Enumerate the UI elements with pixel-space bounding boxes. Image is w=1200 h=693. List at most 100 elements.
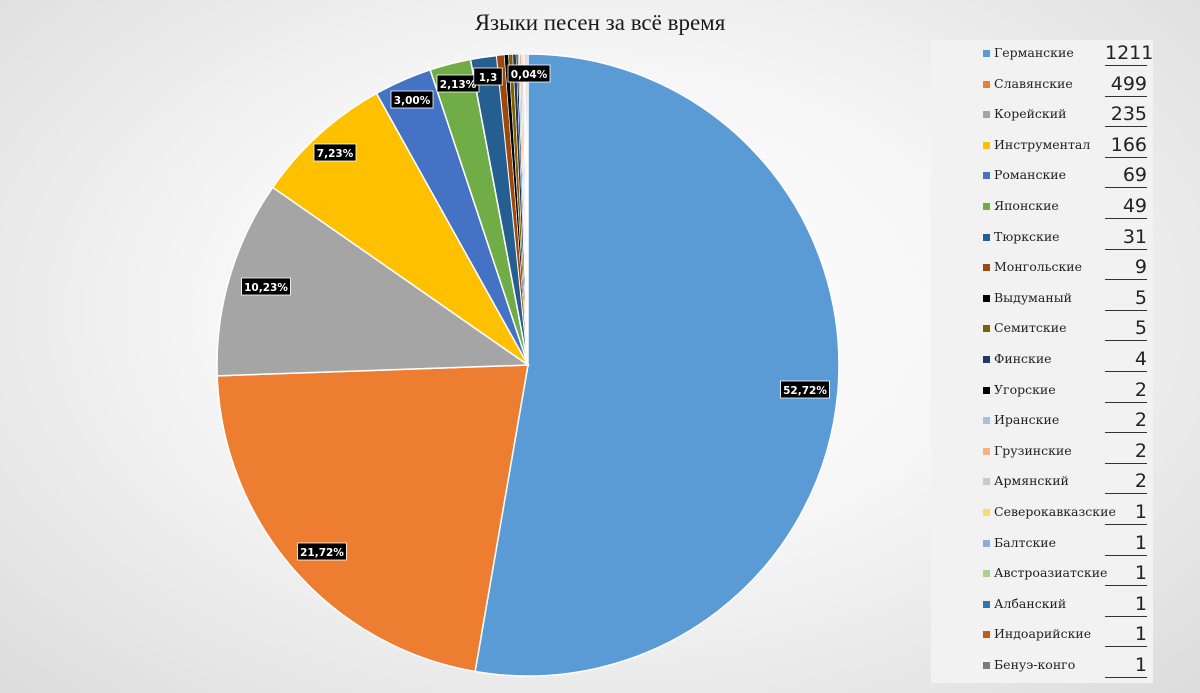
legend-swatch	[983, 600, 990, 608]
data-label-box	[241, 277, 291, 296]
pie-chart: 52,72% 21,72% 10,23% 7,23% 3,00% 2,13%1,3 0,04…	[216, 53, 840, 677]
pie-slice-1	[216, 364, 529, 673]
data-label-1: 21,72%	[297, 542, 347, 561]
legend-label: Инструментал	[994, 136, 1091, 152]
legend-item: Германские 1211	[931, 40, 1153, 70]
data-label-text: 1,3	[479, 72, 498, 84]
legend-item: Балтские 1	[931, 530, 1153, 560]
legend-item: Инструментал 166	[931, 132, 1153, 162]
legend: Германские 1211 Славянские 499 Корейский 235 И…	[931, 40, 1153, 683]
legend-count: 5	[1105, 317, 1147, 342]
legend-swatch	[983, 631, 990, 639]
data-label-4: 3,00%	[390, 90, 434, 109]
legend-item: Романские 69	[931, 162, 1153, 192]
legend-count: 166	[1105, 134, 1147, 158]
legend-count: 1	[1105, 501, 1147, 525]
legend-item: Австроазиатские 1	[931, 560, 1153, 590]
legend-swatch	[983, 662, 990, 669]
legend-item: Северокавказские 1	[931, 499, 1153, 529]
legend-item: Албанский 1	[931, 591, 1153, 621]
legend-swatch	[983, 203, 990, 210]
data-label-0: 52,72%	[780, 380, 830, 399]
legend-item: Монгольские 9	[931, 254, 1153, 284]
legend-count: 2	[1105, 379, 1147, 403]
legend-count: 69	[1105, 164, 1147, 189]
data-label-box	[473, 67, 503, 86]
legend-swatch	[983, 80, 990, 88]
legend-label: Монгольские	[994, 259, 1083, 275]
legend-label: Австроазиатские	[994, 565, 1108, 581]
legend-item: Тюркские 31	[931, 224, 1153, 254]
legend-item: Финские 4	[931, 346, 1153, 376]
legend-label: Романские	[994, 167, 1066, 183]
pie-slice-2	[216, 186, 531, 377]
data-label-text: 3,00%	[394, 95, 431, 107]
legend-swatch	[983, 478, 990, 486]
data-label-box	[297, 542, 347, 561]
legend-label: Корейский	[994, 106, 1067, 122]
legend-label: Армянский	[994, 473, 1069, 489]
legend-item: Угорские 2	[931, 377, 1153, 407]
legend-swatch	[983, 50, 990, 57]
legend-count: 1211	[1105, 42, 1154, 66]
legend-item: Выдуманый 5	[931, 285, 1153, 315]
data-label-box	[507, 64, 551, 83]
legend-count: 49	[1105, 195, 1147, 219]
legend-label: Славянские	[994, 75, 1073, 91]
legend-swatch	[983, 356, 990, 363]
legend-count: 2	[1105, 470, 1147, 495]
legend-swatch	[983, 417, 990, 425]
legend-item: Грузинские 2	[931, 438, 1153, 468]
chart-title: Языки песен за всё время	[474, 10, 726, 35]
data-label-text: 2,13%	[440, 79, 477, 91]
legend-count: 1	[1105, 532, 1147, 556]
legend-swatch	[983, 325, 990, 333]
legend-item: Корейский 235	[931, 101, 1153, 131]
legend-swatch	[983, 386, 990, 394]
data-label-3: 7,23%	[313, 143, 357, 162]
legend-label: Тюркские	[994, 228, 1060, 244]
legend-count: 1	[1105, 562, 1147, 587]
legend-item: Индоарийские 1	[931, 621, 1153, 651]
legend-count: 2	[1105, 440, 1147, 464]
pie-slice-20	[526, 53, 529, 366]
data-label-text: 10,23%	[244, 282, 288, 294]
data-label-text: 0,04%	[511, 69, 548, 81]
legend-swatch	[983, 172, 990, 180]
legend-item: Иранские 2	[931, 407, 1153, 437]
legend-swatch	[983, 539, 990, 547]
data-label-text: 21,72%	[300, 547, 344, 559]
legend-swatch	[983, 141, 990, 149]
legend-label: Выдуманый	[994, 289, 1072, 305]
legend-swatch	[983, 570, 990, 578]
legend-label: Иранские	[994, 412, 1060, 428]
data-label-2: 10,23%	[241, 277, 291, 296]
legend-item: Семитские 5	[931, 315, 1153, 345]
data-label-box	[313, 143, 357, 162]
legend-label: Угорские	[994, 381, 1056, 397]
legend-swatch	[983, 509, 990, 516]
legend-label: Японские	[994, 198, 1059, 213]
legend-label: Финские	[994, 351, 1052, 366]
data-label-20: 0,04%	[507, 64, 551, 83]
data-label-text: 52,72%	[783, 385, 827, 397]
data-label-text: 7,23%	[317, 148, 354, 160]
data-label-box	[780, 380, 830, 399]
legend-label: Семитские	[994, 320, 1067, 336]
legend-label: Германские	[994, 45, 1074, 60]
legend-count: 1	[1105, 593, 1147, 617]
legend-item: Японские 49	[931, 193, 1153, 223]
legend-swatch	[983, 294, 990, 302]
data-label-5: 2,13%	[436, 74, 480, 93]
legend-count: 1	[1105, 623, 1147, 648]
legend-swatch	[983, 447, 990, 455]
legend-item: Бенуэ-конго 1	[931, 652, 1153, 682]
legend-item: Славянские 499	[931, 71, 1153, 101]
legend-count: 235	[1105, 103, 1147, 128]
legend-swatch	[983, 111, 990, 119]
legend-label: Грузинские	[994, 442, 1072, 458]
legend-count: 5	[1105, 287, 1147, 311]
legend-label: Балтские	[994, 534, 1057, 550]
legend-label: Бенуэ-конго	[994, 657, 1076, 672]
data-label-box	[390, 90, 434, 109]
